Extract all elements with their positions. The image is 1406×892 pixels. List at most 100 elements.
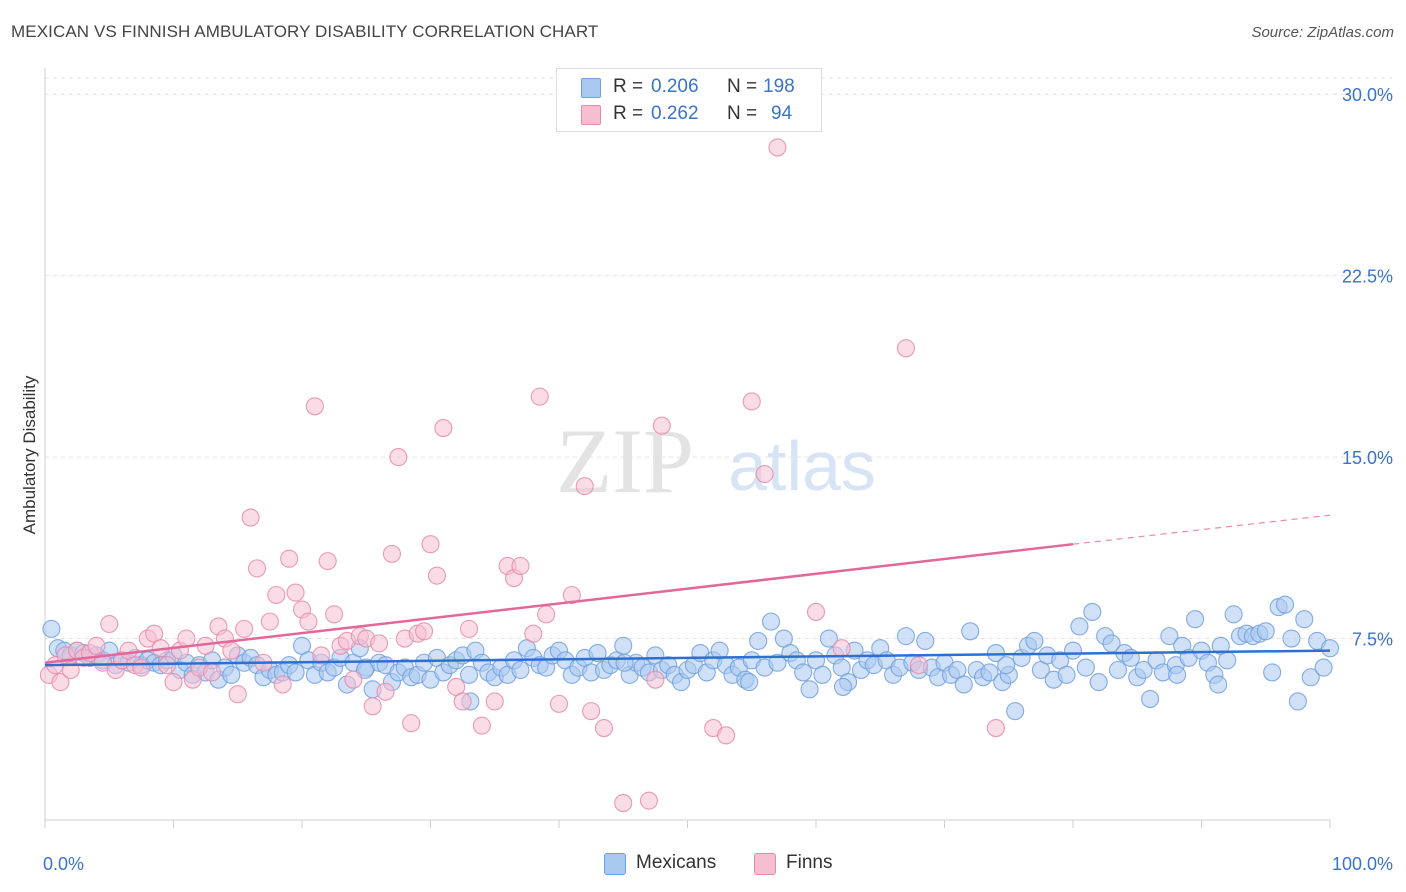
mexicans-point: [286, 663, 305, 682]
finns-point: [415, 622, 434, 641]
mexicans-point: [1063, 641, 1083, 660]
finns-point: [549, 694, 569, 713]
finns-point: [575, 477, 594, 496]
mexicans-point: [1275, 595, 1295, 614]
finns-point: [370, 634, 389, 653]
mexicans-point: [1320, 639, 1340, 658]
finns-point: [716, 726, 736, 745]
finns-point: [485, 692, 504, 711]
finns-point: [806, 602, 826, 621]
mexicans-point: [986, 644, 1005, 663]
mexicans-point: [1314, 658, 1333, 677]
watermark-atlas: atlas: [728, 427, 876, 505]
finns-point: [286, 583, 305, 602]
mexicans-point: [1160, 627, 1179, 646]
finns-point: [389, 448, 408, 467]
finns-point: [260, 612, 279, 631]
finns-point: [280, 549, 299, 568]
finns-point: [312, 646, 331, 665]
finns-point: [537, 605, 556, 624]
bottom-legend-swatch-finns: [754, 853, 776, 875]
mexicans-point: [896, 627, 916, 646]
legend-swatch-mexicans: [581, 78, 601, 98]
finns-point: [639, 791, 659, 810]
trend-lines: [44, 514, 1331, 667]
finns-point: [594, 719, 614, 738]
watermark-zip: ZIP: [556, 410, 694, 512]
mexicans-point: [1263, 663, 1282, 682]
finns-point: [247, 559, 267, 578]
finns-point: [524, 624, 543, 643]
finns-point: [427, 566, 446, 585]
mexicans-point: [1108, 660, 1128, 680]
mexicans-point: [768, 653, 787, 672]
mexicans-point: [222, 665, 241, 684]
mexicans-point: [961, 622, 980, 641]
finns-point: [582, 702, 601, 721]
mexicans-point: [615, 653, 634, 672]
bottom-legend-swatch-mexicans: [604, 853, 626, 875]
mexicans-trend-line: [44, 649, 1331, 667]
finns-trend-line: [44, 542, 1074, 664]
finns-point: [235, 619, 254, 638]
finns-point: [742, 392, 761, 411]
finns-point: [562, 585, 581, 605]
mexicans-point: [1006, 702, 1025, 721]
stats-legend: R = 0.206 N = 198 R = 0.262 N = 94: [556, 68, 822, 132]
legend-r-label: R =: [613, 76, 644, 97]
y-tick-label: 22.5%: [1342, 267, 1393, 287]
finns-point: [241, 508, 260, 527]
mexicans-point: [1168, 665, 1187, 684]
mexicans-point: [833, 677, 853, 696]
mexicans-point: [1025, 631, 1044, 651]
mexicans-point: [1295, 610, 1314, 629]
finns-point: [832, 639, 851, 658]
finns-point: [363, 697, 382, 716]
finns-point: [228, 685, 247, 704]
y-tick-label: 30.0%: [1342, 85, 1393, 105]
mexicans-point: [459, 665, 479, 684]
finns-point: [267, 585, 286, 605]
finns-point: [344, 670, 363, 689]
mexicans-point: [916, 631, 935, 651]
x-tick-label-max: 100.0%: [1332, 854, 1393, 874]
tick-labels: 7.5% 15.0% 22.5% 30.0% 0.0% 100.0%: [43, 85, 1393, 874]
legend-r-value: 0.206: [651, 76, 699, 97]
mexicans-point: [1083, 602, 1102, 621]
legend-r-label: R =: [613, 103, 644, 124]
mexicans-point: [1070, 617, 1089, 636]
legend-n-label: N =: [727, 103, 758, 124]
mexicans-point: [1256, 622, 1275, 641]
finns-point: [100, 614, 119, 634]
finns-point: [768, 138, 787, 157]
gridlines: [45, 77, 1392, 640]
finns-trend-extension: [1072, 514, 1331, 545]
finns-point: [755, 464, 774, 484]
finns-point: [530, 387, 549, 406]
finns-point: [652, 416, 671, 435]
legend-swatch-finns: [581, 105, 601, 125]
mexicans-point: [980, 663, 999, 682]
finns-point: [453, 692, 472, 711]
mexicans-point: [1282, 629, 1301, 648]
mexicans-point: [1224, 605, 1243, 624]
legend-n-value: 198: [763, 76, 795, 97]
finns-point: [164, 673, 183, 692]
mexicans-point: [1288, 692, 1307, 711]
mexicans-point: [1089, 673, 1108, 692]
finns-point: [318, 552, 337, 571]
mexicans-point: [614, 636, 633, 655]
finns-point: [896, 339, 916, 358]
mexicans-point: [749, 631, 768, 651]
finns-point: [376, 682, 395, 701]
finns-point: [459, 619, 479, 638]
mexicans-point: [813, 665, 832, 684]
mexicans-point: [1186, 610, 1205, 629]
mexicans-point: [800, 680, 819, 699]
finns-point: [132, 658, 151, 677]
finns-point: [158, 656, 177, 675]
finns-point: [986, 719, 1005, 738]
y-tick-label: 7.5%: [1352, 630, 1393, 650]
chart-title: MEXICAN VS FINNISH AMBULATORY DISABILITY…: [11, 22, 599, 41]
